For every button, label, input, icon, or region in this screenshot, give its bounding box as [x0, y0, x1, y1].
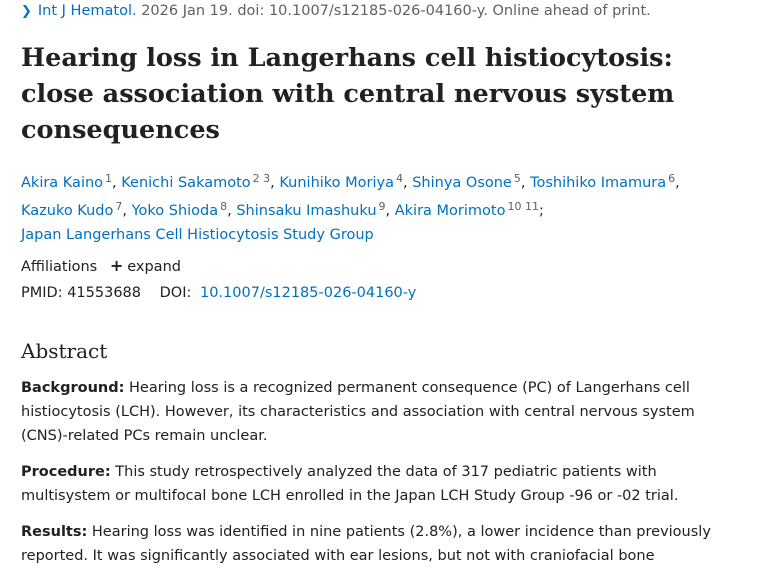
author-link[interactable]: Kenichi Sakamoto: [121, 175, 251, 191]
abstract-procedure: Procedure: This study retrospectively an…: [21, 460, 746, 508]
journal-link[interactable]: Int J Hematol.: [37, 3, 137, 19]
affiliations-row: Affiliations + expand: [21, 254, 181, 279]
citation-details: 2026 Jan 19. doi: 10.1007/s12185-026-041…: [141, 3, 651, 19]
affiliation-ref[interactable]: 5: [513, 172, 521, 185]
affiliation-ref[interactable]: 4: [396, 172, 403, 185]
author-link[interactable]: Toshihiko Imamura: [530, 175, 667, 191]
affiliation-ref[interactable]: 1: [105, 172, 113, 185]
chevron-right-icon[interactable]: ❯: [21, 4, 32, 19]
affiliation-ref[interactable]: 6: [668, 172, 676, 185]
expand-label: expand: [127, 259, 181, 275]
abstract-background: Background: Hearing loss is a recognized…: [21, 376, 746, 448]
abstract-results: Results: Hearing loss was identified in …: [21, 520, 746, 570]
author-link[interactable]: Shinya Osone: [412, 175, 512, 191]
pmid-label: PMID:: [21, 285, 63, 301]
citation-line: ❯ Int J Hematol. 2026 Jan 19. doi: 10.100…: [21, 3, 651, 19]
affiliations-expand-button[interactable]: + expand: [110, 256, 181, 275]
affiliations-label: Affiliations: [21, 259, 98, 275]
doi-label: DOI:: [159, 285, 192, 301]
pmid-value: 41553688: [67, 285, 142, 301]
author-list: Akira Kaino 1, Kenichi Sakamoto 2 3, Kunih…: [21, 172, 680, 243]
author-link[interactable]: Kunihiko Moriya: [279, 175, 394, 191]
study-group-link[interactable]: Japan Langerhans Cell Histiocytosis Stud…: [21, 227, 374, 243]
affiliation-ref[interactable]: 10 11: [507, 200, 539, 213]
results-text: Hearing loss was identified in nine pati…: [21, 524, 711, 564]
identifiers-row: PMID: 41553688 DOI: 10.1007/s12185-026-0…: [21, 281, 416, 305]
author-link[interactable]: Shinsaku Imashuku: [236, 203, 377, 219]
plus-icon: +: [109, 256, 124, 275]
affiliation-ref[interactable]: 2 3: [252, 172, 271, 185]
page-title: Hearing loss in Langerhans cell histiocy…: [21, 43, 675, 145]
affiliation-ref[interactable]: 9: [378, 200, 386, 213]
author-link[interactable]: Akira Kaino: [21, 175, 104, 191]
background-label: Background:: [21, 380, 125, 396]
affiliation-ref[interactable]: 7: [115, 200, 123, 213]
author-link[interactable]: Kazuko Kudo: [21, 203, 114, 219]
background-text: Hearing loss is a recognized permanent c…: [21, 380, 695, 444]
affiliation-ref[interactable]: 8: [220, 200, 228, 213]
doi-link[interactable]: 10.1007/s12185-026-04160-y: [199, 285, 417, 301]
author-link[interactable]: Akira Morimoto: [394, 203, 506, 219]
author-link[interactable]: Yoko Shioda: [131, 203, 219, 219]
abstract-heading: Abstract: [21, 339, 108, 363]
procedure-text: This study retrospectively analyzed the …: [21, 464, 679, 504]
procedure-label: Procedure:: [21, 464, 111, 480]
results-label: Results:: [21, 524, 88, 540]
